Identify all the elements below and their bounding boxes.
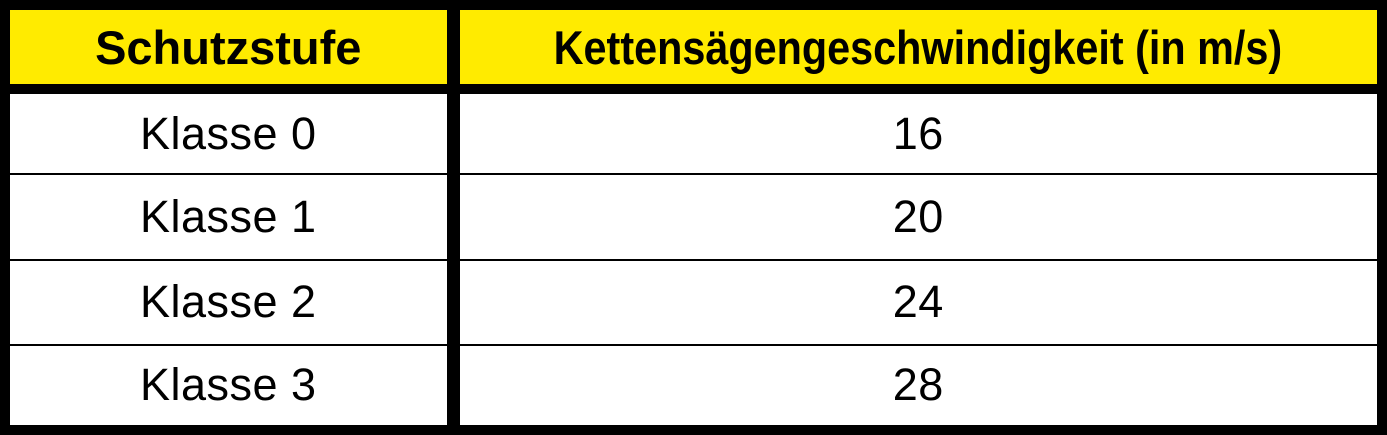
cell-klasse-2: Klasse 2 — [5, 258, 460, 345]
cell-speed-3: 28 — [453, 343, 1382, 430]
header-cell-schutzstufe: Schutzstufe — [5, 5, 460, 94]
header-row: Schutzstufe Kettensägengeschwindigkeit (… — [5, 5, 1382, 94]
cell-speed-1: 20 — [453, 173, 1382, 260]
table-row: Klasse 3 28 — [5, 343, 1382, 430]
cell-klasse-3: Klasse 3 — [5, 343, 460, 430]
header-kettensaegengeschwindigkeit-label: Kettensägengeschwindigkeit (in m/s) — [553, 20, 1283, 74]
table-row: Klasse 1 20 — [5, 173, 1382, 260]
header-cell-kettensaegengeschwindigkeit: Kettensägengeschwindigkeit (in m/s) — [453, 5, 1382, 94]
table-row: Klasse 0 16 — [5, 87, 1382, 175]
cell-speed-0: 16 — [453, 87, 1382, 175]
cell-speed-2: 24 — [453, 258, 1382, 345]
cell-klasse-0: Klasse 0 — [5, 87, 460, 175]
table-row: Klasse 2 24 — [5, 258, 1382, 345]
header-schutzstufe-label: Schutzstufe — [95, 20, 362, 74]
cell-klasse-1: Klasse 1 — [5, 173, 460, 260]
